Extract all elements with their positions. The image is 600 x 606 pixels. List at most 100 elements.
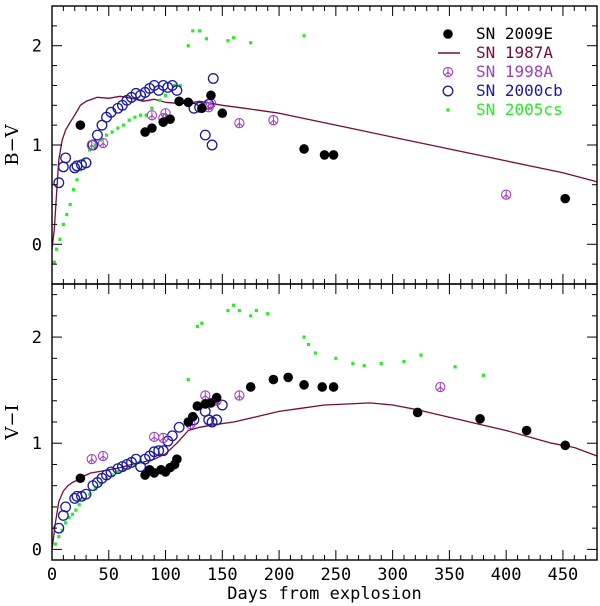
point-sn2005cs [65,212,69,217]
point-sn2000cb [157,445,169,457]
point-sn2005cs [226,39,230,43]
point-sn2005cs [82,497,86,502]
x-tick-label: 250 [320,565,351,585]
point-sn2005cs [334,356,338,360]
point-sn2009e [283,372,293,383]
point-sn2005cs [198,29,202,33]
x-tick-label: 0 [47,565,57,585]
point-sn2000cb [57,161,69,173]
point-sn1998a [234,390,245,401]
x-tick-label: 350 [434,565,465,585]
point-sn2005cs [446,108,450,112]
point-sn2005cs [99,138,103,142]
series-sn-2005cs [53,303,486,546]
point-sn2005cs [249,41,253,45]
y-axis-label: B−V [2,123,23,165]
point-sn2005cs [191,29,195,33]
point-sn2009e [245,382,256,392]
point-sn2009e [192,401,203,411]
point-sn2000cb [199,129,211,141]
point-sn2009e [299,144,309,154]
point-sn2000cb [80,157,92,169]
point-sn1998a [200,390,211,401]
point-sn2005cs [53,542,58,546]
point-sn1998a [442,66,454,78]
point-sn2005cs [77,503,81,507]
point-sn2000cb [442,85,454,97]
point-sn2005cs [150,106,154,110]
point-sn2005cs [302,34,306,38]
point-sn2005cs [138,113,143,117]
point-sn2005cs [121,468,126,472]
point-sn2005cs [200,321,204,325]
series-sn-1998a [86,381,446,465]
x-tick-label: 100 [150,565,181,585]
point-sn2009e [211,392,222,403]
point-sn2009e [328,382,339,392]
y-tick-label: 1 [32,136,42,156]
x-tick-label: 300 [377,565,408,585]
point-sn2005cs [68,202,72,207]
series-sn-2009e [75,90,571,204]
point-sn2000cb [69,492,81,504]
point-sn2009e [75,473,86,484]
point-sn2005cs [237,308,241,313]
point-sn2005cs [82,158,86,162]
point-sn2009e [183,97,194,108]
point-sn2009e [328,150,339,160]
point-sn2005cs [307,342,311,347]
point-sn2005cs [121,123,126,127]
axes-layer: 0 1 2 B−V 0 1 2 V−I 0 50 100 150 200 250 300 350 400 450 D… [2,5,598,604]
legend-item-sn-1987a: SN 1987A [438,43,553,62]
point-sn2005cs [54,247,59,251]
point-sn2000cb [60,501,72,513]
point-sn2005cs [362,364,366,368]
series-sn-2005cs [52,29,306,264]
point-sn2009e [165,114,175,124]
x-tick-label: 400 [491,565,522,585]
point-sn2005cs [87,492,92,496]
legend-item-sn-1998a: SN 1998A [442,62,553,81]
point-sn2005cs [144,113,148,117]
series-sn-2000cb [53,399,228,534]
point-sn1998a [146,110,158,121]
point-sn2005cs [158,98,162,102]
point-sn1998a [86,139,97,151]
x-tick-label: 200 [264,565,295,585]
series-sn-2009e [75,372,571,484]
point-sn2005cs [453,365,457,369]
legend-item-sn-2000cb: SN 2000cb [442,81,563,100]
point-sn2005cs [70,512,75,516]
legend-label: SN 2009E [476,24,553,43]
point-sn2005cs [110,473,114,477]
point-sn2009e [560,193,571,204]
legend-label: SN 2000cb [476,81,563,100]
point-sn2005cs [379,362,383,366]
point-sn1998a [234,118,245,129]
point-sn2009e [174,96,184,107]
point-sn2005cs [61,222,65,227]
point-sn2009e [412,407,423,418]
point-sn2009e [172,454,182,464]
point-sn2005cs [351,362,355,366]
point-sn2005cs [64,521,68,525]
point-sn2005cs [481,373,486,377]
x-tick-label: 50 [99,565,119,585]
point-sn2005cs [133,115,137,119]
point-sn2005cs [93,487,97,491]
point-sn2005cs [127,118,131,122]
point-sn2000cb [96,119,108,131]
point-sn2009e [197,103,207,114]
point-sn2005cs [60,528,64,532]
point-sn2005cs [57,535,61,539]
point-sn2009e [443,29,453,39]
panel-frame [51,283,598,561]
point-sn2005cs [186,377,190,382]
point-sn2005cs [195,324,199,329]
x-tick-label: 150 [207,565,238,585]
point-sn2009e [147,123,157,133]
point-sn2009e [319,150,330,160]
x-axis-label: Days from explosion [227,584,421,604]
point-sn2005cs [104,133,109,137]
series-line-sn1987a [51,402,598,550]
